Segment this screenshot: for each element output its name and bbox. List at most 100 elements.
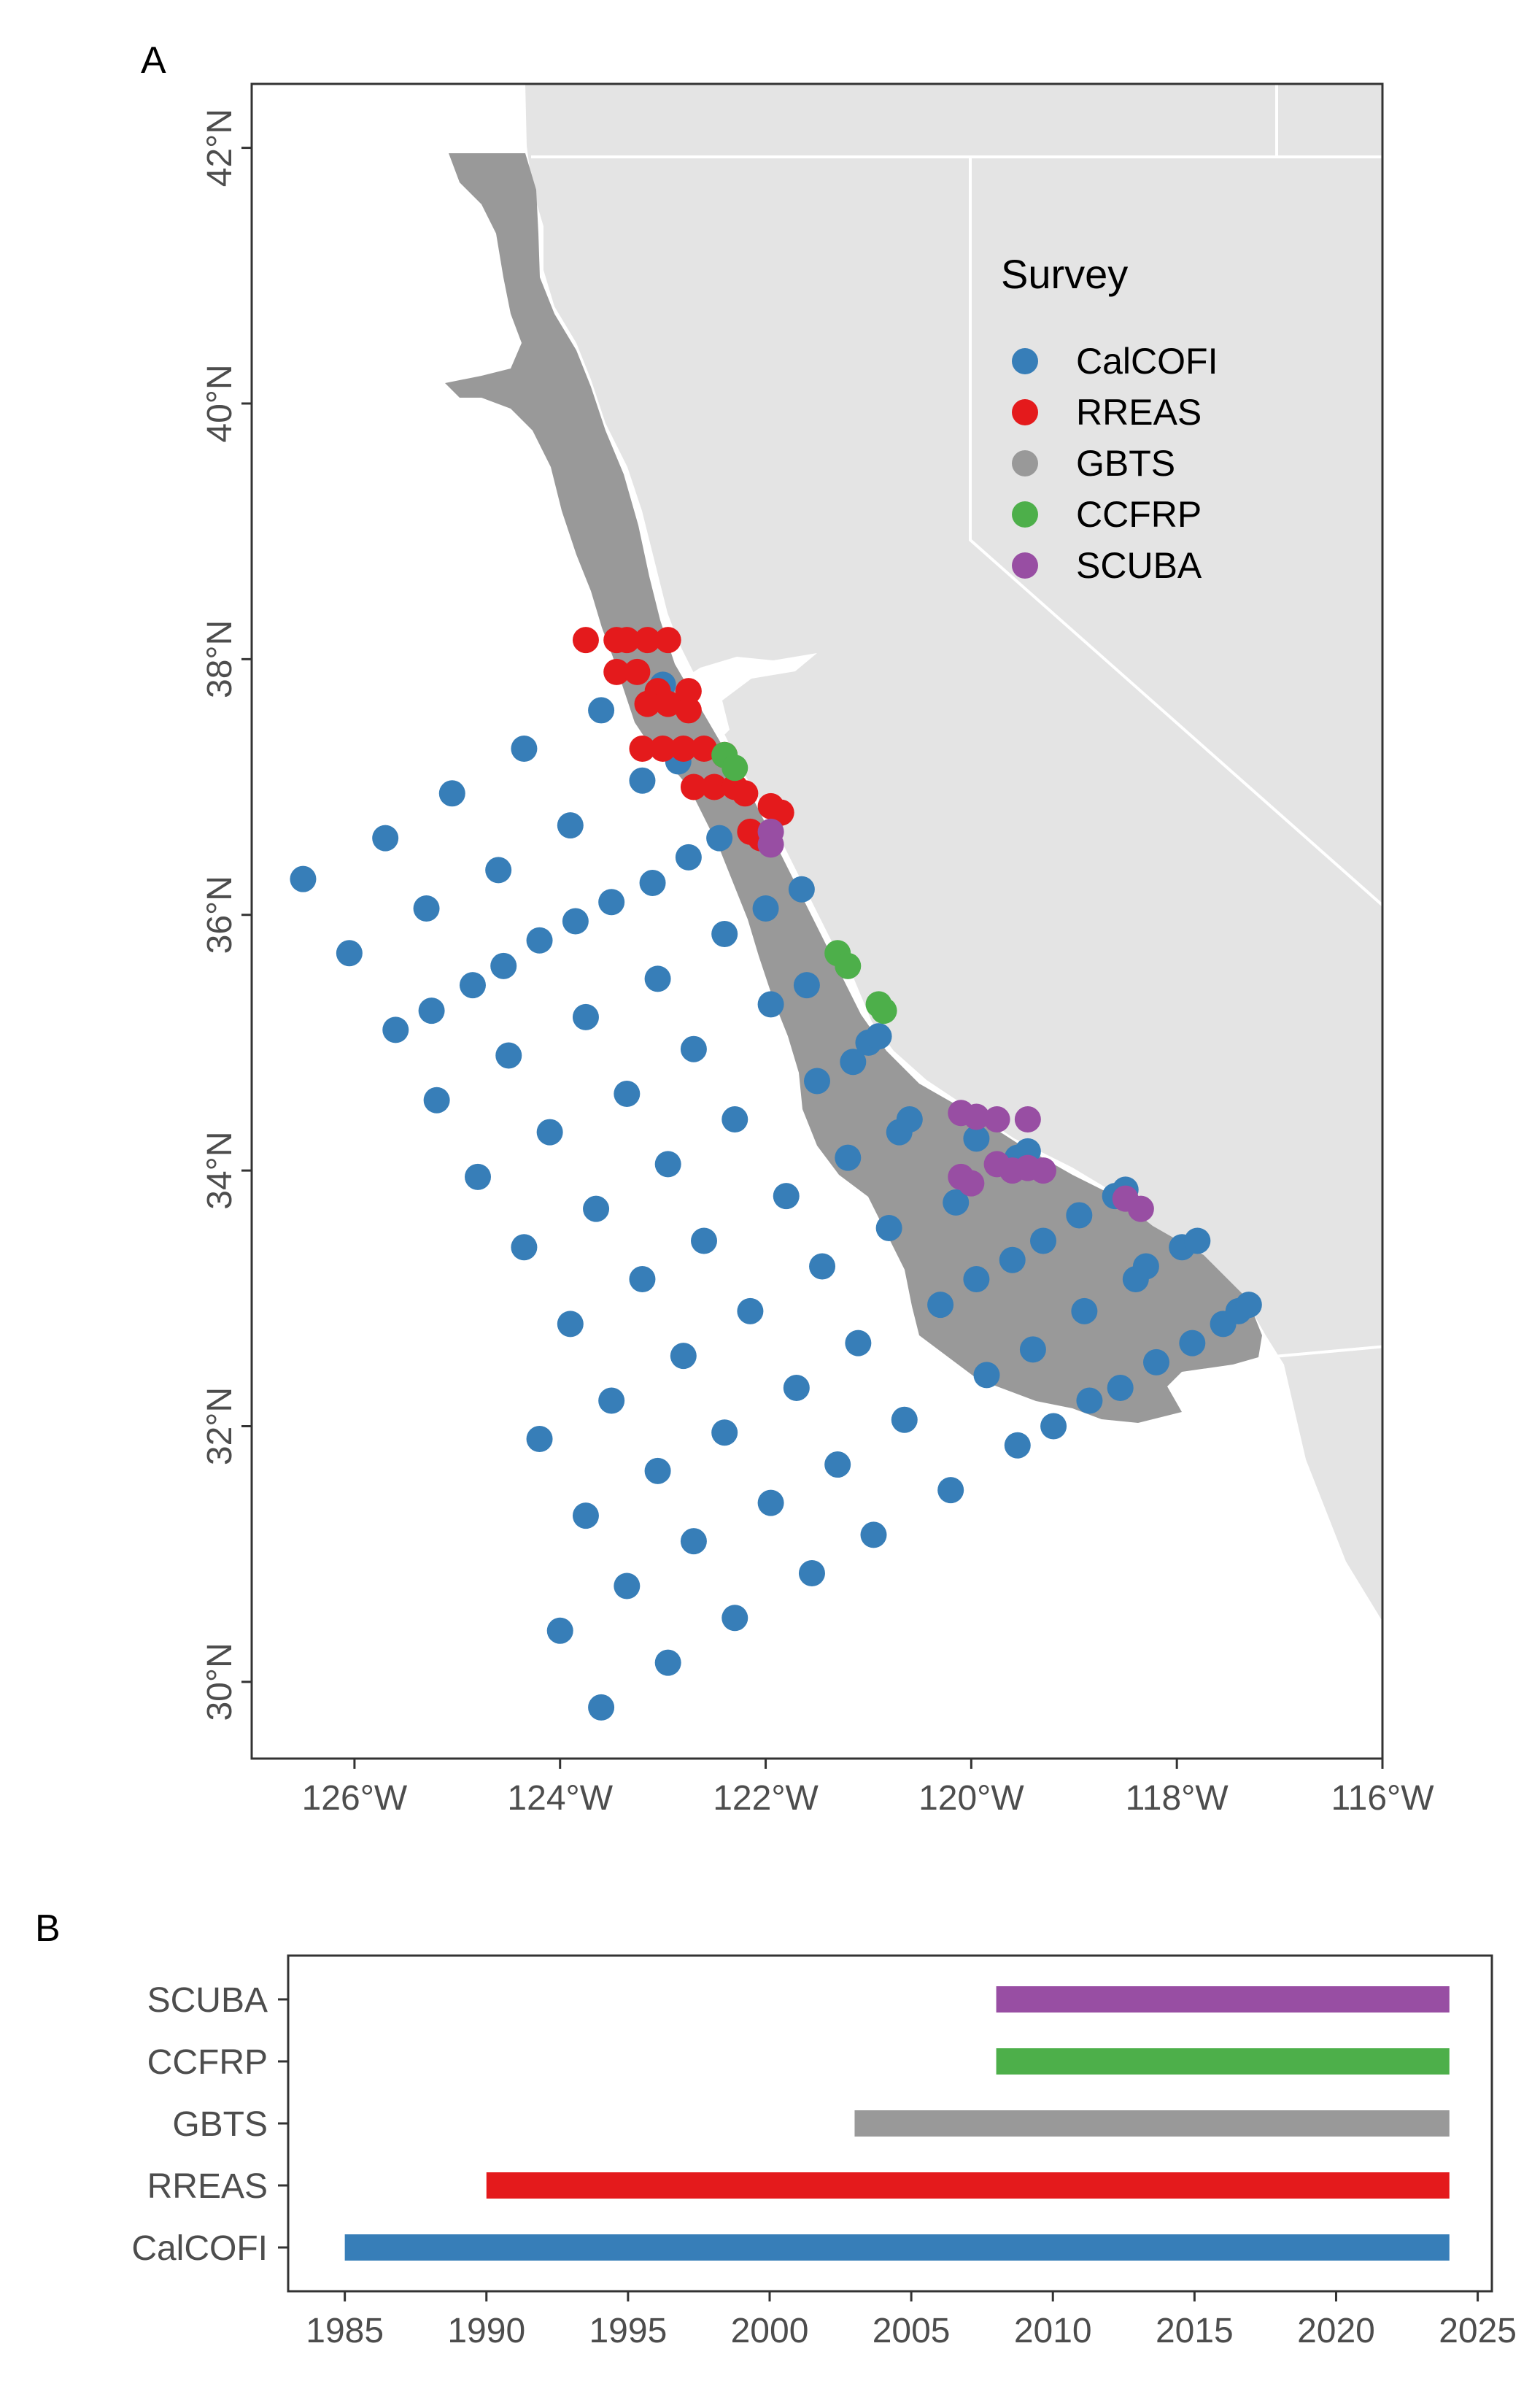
calcofi-point bbox=[706, 825, 733, 852]
calcofi-point bbox=[875, 1214, 902, 1241]
calcofi-point bbox=[670, 1343, 697, 1370]
timeline-bar-calcofi bbox=[344, 2234, 1450, 2261]
calcofi-point bbox=[465, 1163, 491, 1190]
calcofi-point bbox=[721, 1106, 748, 1133]
timeline-bar-rreas bbox=[486, 2172, 1450, 2199]
panel-label-a: A bbox=[141, 39, 166, 82]
calcofi-point bbox=[793, 972, 820, 999]
rreas-point bbox=[767, 799, 794, 826]
calcofi-point bbox=[629, 1266, 656, 1293]
calcofi-point bbox=[629, 767, 656, 794]
calcofi-point bbox=[382, 1016, 409, 1043]
x-tick-label: 124°W bbox=[507, 1779, 613, 1818]
timeline-bar-gbts bbox=[854, 2110, 1450, 2137]
calcofi-point bbox=[840, 1049, 867, 1076]
calcofi-point bbox=[654, 1151, 681, 1178]
calcofi-point bbox=[943, 1189, 970, 1216]
y-tick-label: 36°N bbox=[201, 876, 239, 954]
legend-label-ccfrp: CCFRP bbox=[1076, 494, 1202, 535]
map-axes: 126°W 124°W 122°W 120°W 118°W 116°W 30°N 32°N 34… bbox=[201, 109, 1434, 1818]
legend-key-ccfrp bbox=[1012, 501, 1038, 528]
calcofi-point bbox=[598, 889, 625, 916]
calcofi-point bbox=[1066, 1202, 1093, 1229]
ccfrp-point bbox=[870, 997, 897, 1024]
rreas-point bbox=[572, 627, 599, 654]
calcofi-point bbox=[572, 1003, 599, 1030]
rreas-point bbox=[691, 735, 717, 762]
calcofi-point bbox=[835, 1144, 862, 1171]
rreas-point bbox=[603, 658, 630, 685]
calcofi-point bbox=[1004, 1432, 1031, 1459]
calcofi-point bbox=[927, 1292, 954, 1319]
calcofi-point bbox=[1040, 1413, 1067, 1440]
calcofi-point bbox=[773, 1183, 800, 1210]
panel-label-b: B bbox=[35, 1907, 61, 1950]
rreas-point bbox=[649, 735, 676, 762]
rreas-point bbox=[634, 627, 661, 654]
calcofi-point bbox=[511, 735, 538, 762]
calcofi-point bbox=[413, 895, 440, 922]
calcofi-point bbox=[557, 1311, 584, 1338]
calcofi-point bbox=[865, 1023, 892, 1050]
scuba-point bbox=[963, 1103, 990, 1130]
scuba-point bbox=[983, 1106, 1010, 1133]
timeline-bars bbox=[344, 1986, 1450, 2261]
rreas-point bbox=[675, 678, 702, 705]
calcofi-point bbox=[757, 991, 784, 1018]
calcofi-point bbox=[963, 1125, 990, 1152]
calcofi-point bbox=[526, 1426, 553, 1453]
x-tick-label: 1985 bbox=[306, 2312, 384, 2350]
ccfrp-point bbox=[721, 755, 748, 782]
calcofi-point bbox=[644, 1457, 671, 1484]
x-tick-label: 2015 bbox=[1156, 2312, 1234, 2350]
y-tick-label: CalCOFI bbox=[131, 2229, 268, 2268]
calcofi-point bbox=[973, 1362, 1000, 1389]
calcofi-point bbox=[588, 1694, 615, 1721]
scuba-point bbox=[1127, 1195, 1154, 1222]
rreas-point bbox=[701, 773, 728, 800]
map-panel-border bbox=[250, 82, 1384, 1760]
calcofi-point bbox=[485, 857, 512, 884]
calcofi-point bbox=[614, 1081, 641, 1108]
rreas-point bbox=[654, 690, 681, 717]
calcofi-point bbox=[845, 1330, 872, 1357]
x-tick-label: 2005 bbox=[873, 2312, 951, 2350]
calcofi-point bbox=[721, 1605, 748, 1632]
calcofi-point bbox=[757, 1489, 784, 1516]
calcofi-point bbox=[1019, 1336, 1046, 1363]
calcofi-point bbox=[654, 1649, 681, 1676]
legend: Survey CalCOFI RREAS GBTS CCFRP SCUBA bbox=[1001, 251, 1218, 586]
rreas-point bbox=[614, 627, 641, 654]
scuba-point bbox=[958, 1170, 985, 1197]
y-tick-label: SCUBA bbox=[147, 1981, 268, 2020]
timeline-bar-ccfrp bbox=[996, 2048, 1450, 2075]
calcofi-point bbox=[495, 1042, 522, 1069]
calcofi-point bbox=[798, 1559, 825, 1586]
y-tick-label: GBTS bbox=[172, 2105, 268, 2144]
x-tick-label: 1995 bbox=[589, 2312, 667, 2350]
ccfrp-point bbox=[835, 952, 862, 979]
calcofi-point bbox=[896, 1106, 923, 1133]
legend-title: Survey bbox=[1001, 251, 1128, 297]
calcofi-point bbox=[752, 895, 779, 922]
calcofi-point bbox=[583, 1195, 610, 1222]
calcofi-point bbox=[1143, 1348, 1169, 1375]
legend-key-gbts bbox=[1012, 450, 1038, 476]
legend-label-gbts: GBTS bbox=[1076, 443, 1175, 484]
x-tick-label: 2025 bbox=[1439, 2312, 1517, 2350]
y-tick-label: RREAS bbox=[147, 2167, 268, 2206]
rreas-point bbox=[675, 697, 702, 724]
calcofi-point bbox=[963, 1266, 990, 1293]
nevada-border bbox=[969, 157, 1382, 908]
legend-label-rreas: RREAS bbox=[1076, 392, 1202, 433]
calcofi-point bbox=[290, 865, 317, 892]
rreas-point bbox=[680, 773, 707, 800]
scuba-point bbox=[1030, 1157, 1056, 1184]
calcofi-point bbox=[588, 697, 615, 724]
y-tick-label: 32°N bbox=[201, 1387, 239, 1465]
timeline-bar-scuba bbox=[996, 1986, 1450, 2013]
series-rreas bbox=[572, 627, 794, 852]
calcofi-point bbox=[1030, 1227, 1056, 1254]
calcofi-point bbox=[598, 1387, 625, 1414]
